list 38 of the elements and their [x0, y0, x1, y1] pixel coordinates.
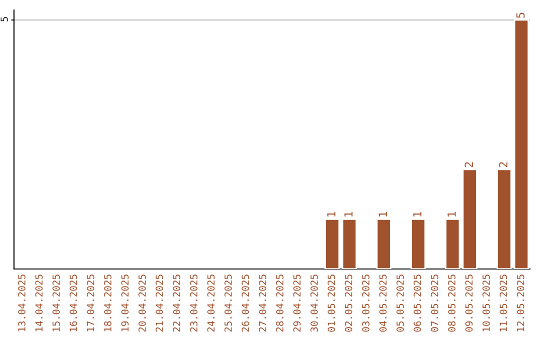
x-tick-label: 28.04.2025 [276, 274, 284, 332]
x-tick-label: 11.05.2025 [500, 274, 508, 332]
x-tick-label: 18.04.2025 [104, 274, 112, 332]
x-tick-label: 29.04.2025 [293, 274, 301, 332]
data-label: 2 [499, 162, 508, 168]
x-tick-label: 01.05.2025 [328, 274, 336, 332]
x-tick-label: 15.04.2025 [52, 274, 60, 332]
x-tick-label: 07.05.2025 [430, 274, 438, 332]
x-tick-label: 22.04.2025 [172, 274, 180, 332]
x-tick-label: 27.04.2025 [258, 274, 266, 332]
x-tick-label: 03.05.2025 [362, 274, 370, 332]
data-label: 5 [516, 12, 525, 18]
data-label: 1 [413, 212, 422, 216]
x-tick-label: 06.05.2025 [414, 274, 422, 332]
x-tick-label: 13.04.2025 [18, 274, 26, 332]
x-tick-label: 24.04.2025 [207, 274, 215, 332]
x-tick-label: 10.05.2025 [482, 274, 490, 332]
x-tick-label: 20.04.2025 [138, 274, 146, 332]
x-tick-label: 21.04.2025 [156, 274, 164, 332]
x-tick-label: 09.05.2025 [465, 274, 473, 332]
x-tick-label: 25.04.2025 [224, 274, 232, 332]
x-tick-label: 16.04.2025 [70, 274, 78, 332]
x-tick-label: 23.04.2025 [190, 274, 198, 332]
x-tick-label: 14.04.2025 [35, 274, 43, 332]
x-tick-label: 08.05.2025 [448, 274, 456, 332]
data-label: 1 [448, 212, 456, 216]
data-label: 1 [327, 212, 336, 216]
x-tick-label: 17.04.2025 [86, 274, 94, 332]
data-label: 2 [464, 162, 473, 168]
data-label: 1 [344, 212, 352, 216]
x-tick-label: 30.04.2025 [310, 274, 318, 332]
data-label: 1 [378, 212, 387, 216]
x-tick-label: 04.05.2025 [379, 274, 387, 332]
x-tick-label: 05.05.2025 [396, 274, 404, 332]
x-tick-label: 12.05.2025 [516, 274, 524, 332]
x-tick-label: 26.04.2025 [242, 274, 250, 332]
x-tick-label: 19.04.2025 [121, 274, 129, 332]
x-tick-label: 02.05.2025 [344, 274, 352, 332]
